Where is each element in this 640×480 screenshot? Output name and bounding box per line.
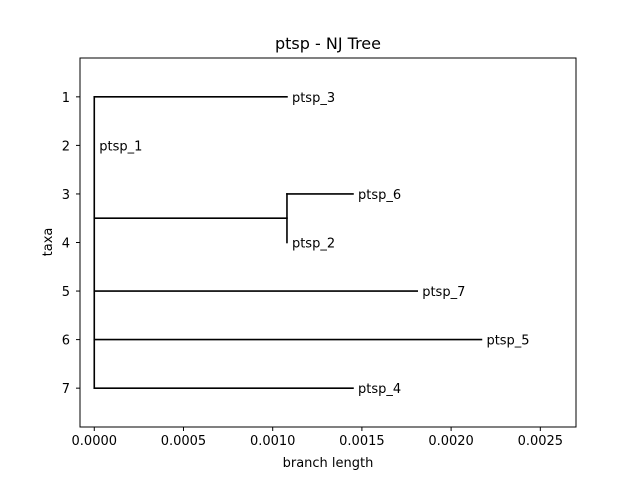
x-tick-label: 0.0020 (428, 434, 474, 449)
x-axis-label: branch length (283, 456, 374, 471)
x-tick-label: 0.0005 (161, 434, 207, 449)
y-axis: 1 2 3 4 5 6 7 (62, 91, 80, 397)
x-tick-label: 0.0025 (518, 434, 564, 449)
taxon-label: ptsp_1 (99, 139, 142, 154)
taxon-label: ptsp_3 (292, 91, 335, 106)
chart-title: ptsp - NJ Tree (275, 34, 381, 53)
taxon-label: ptsp_2 (292, 237, 335, 252)
x-axis: 0.0000 0.0005 0.0010 0.0015 0.0020 0.0025 (72, 427, 564, 449)
x-tick-label: 0.0000 (72, 434, 118, 449)
y-tick-label: 7 (62, 382, 70, 397)
taxon-label: ptsp_6 (358, 188, 401, 203)
y-tick-label: 5 (62, 285, 70, 300)
taxon-label: ptsp_4 (358, 382, 401, 397)
taxon-label: ptsp_7 (422, 285, 465, 300)
y-tick-label: 6 (62, 334, 70, 349)
y-tick-label: 1 (62, 91, 70, 106)
x-tick-label: 0.0010 (250, 434, 296, 449)
y-tick-label: 2 (62, 139, 70, 154)
y-axis-label: taxa (41, 228, 56, 257)
taxon-label: ptsp_5 (486, 334, 529, 349)
y-tick-label: 4 (62, 237, 70, 252)
y-tick-label: 3 (62, 188, 70, 203)
x-tick-label: 0.0015 (339, 434, 385, 449)
plot-area: ptsp_3 ptsp_1 ptsp_6 ptsp_2 ptsp_7 ptsp_5ptsp… (93, 91, 530, 397)
